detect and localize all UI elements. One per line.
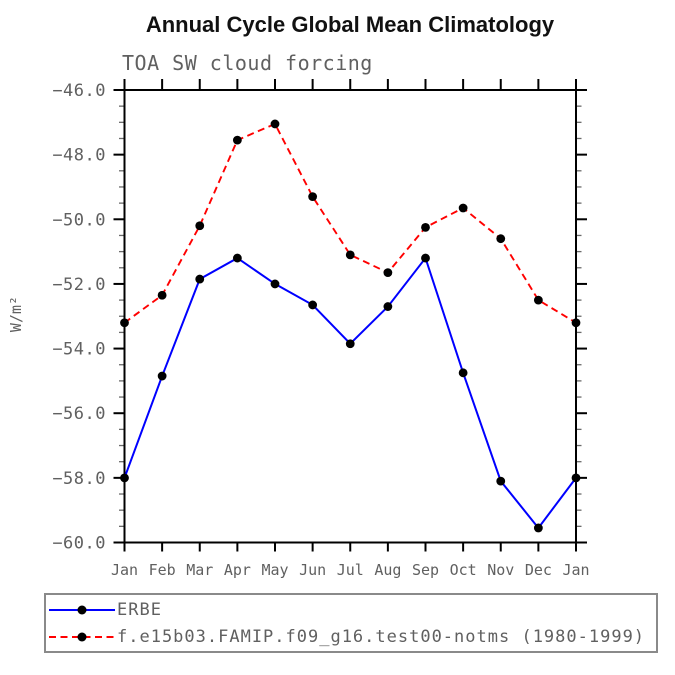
series-line: [123, 255, 577, 530]
data-point-marker: [120, 318, 129, 328]
data-point-marker: [120, 473, 129, 483]
svg-text:−50.0: −50.0: [52, 210, 106, 230]
data-point-marker: [383, 268, 393, 278]
legend-item-erbe: ERBE: [48, 597, 656, 622]
svg-text:Jan: Jan: [562, 561, 589, 579]
svg-text:−52.0: −52.0: [52, 275, 106, 295]
svg-text:−48.0: −48.0: [52, 146, 106, 166]
legend-label-model: f.e15b03.FAMIP.f09_g16.test00-notms (198…: [117, 626, 646, 647]
svg-text:Jun: Jun: [299, 561, 326, 579]
data-point-marker: [421, 222, 430, 232]
data-point-marker: [157, 371, 167, 381]
axis-tick-labels: −46.0 −48.0 −50.0 −52.0 −54.0 −56.0 −58.0 −60.0…: [52, 81, 589, 579]
data-point-marker: [533, 523, 543, 533]
svg-text:May: May: [261, 561, 288, 579]
data-point-marker: [421, 253, 430, 263]
svg-text:Aug: Aug: [374, 561, 401, 579]
svg-text:Nov: Nov: [487, 561, 514, 579]
series-erbe: [120, 253, 581, 533]
svg-text:Jan: Jan: [111, 561, 138, 579]
svg-text:Dec: Dec: [525, 561, 552, 579]
data-point-marker: [383, 302, 393, 311]
legend: ERBE f.e15b03.FAMIP.f09_g16.test00-notms…: [44, 593, 658, 653]
legend-line-sample-dashed: [49, 632, 115, 641]
data-point-marker: [195, 221, 205, 231]
data-point-marker: [571, 318, 581, 328]
data-point-marker: [345, 339, 355, 349]
data-point-marker: [157, 290, 167, 300]
legend-line-sample-solid: [49, 605, 115, 614]
data-point-marker: [232, 135, 242, 145]
svg-text:Oct: Oct: [450, 561, 477, 579]
svg-text:−56.0: −56.0: [52, 404, 106, 424]
svg-text:Jul: Jul: [337, 561, 364, 579]
plot-area: −46.0 −48.0 −50.0 −52.0 −54.0 −56.0 −58.0 −60.0…: [7, 79, 590, 579]
data-point-marker: [496, 476, 506, 486]
data-point-marker: [308, 192, 318, 202]
svg-text:Mar: Mar: [186, 561, 213, 579]
legend-marker-dot: [77, 605, 87, 614]
axis-ticks: [113, 79, 587, 552]
data-point-marker: [571, 473, 581, 483]
legend-marker-dot: [77, 632, 87, 641]
legend-label-erbe: ERBE: [117, 599, 162, 620]
data-point-marker: [308, 300, 318, 310]
series-line: [123, 122, 577, 324]
y-axis-label: W/m²: [7, 296, 25, 332]
data-point-marker: [533, 295, 543, 305]
legend-item-model: f.e15b03.FAMIP.f09_g16.test00-notms (198…: [48, 624, 656, 649]
data-point-marker: [345, 250, 355, 260]
data-point-marker: [458, 368, 468, 378]
data-point-marker: [458, 203, 468, 213]
plot-frame: [123, 89, 577, 544]
data-point-marker: [496, 234, 506, 244]
data-point-marker: [232, 253, 242, 263]
data-point-marker: [270, 119, 280, 129]
svg-text:−58.0: −58.0: [52, 469, 106, 489]
chart-subtitle: TOA SW cloud forcing: [122, 51, 373, 75]
svg-text:−60.0: −60.0: [52, 534, 106, 554]
data-point-marker: [195, 274, 205, 284]
series-model: [120, 119, 581, 328]
svg-text:Apr: Apr: [224, 561, 251, 579]
svg-text:−54.0: −54.0: [52, 340, 106, 360]
chart-title: Annual Cycle Global Mean Climatology: [145, 12, 555, 37]
data-point-marker: [270, 279, 280, 289]
svg-text:Feb: Feb: [149, 561, 176, 579]
svg-text:Sep: Sep: [412, 561, 439, 579]
svg-text:−46.0: −46.0: [52, 81, 106, 101]
